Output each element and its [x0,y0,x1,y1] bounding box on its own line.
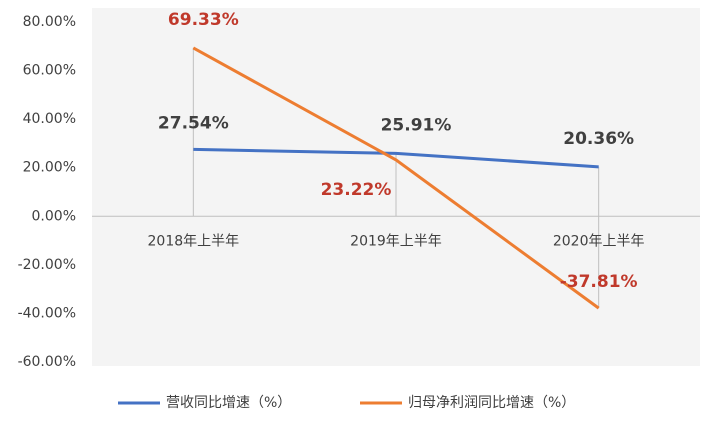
data-label: 69.33% [168,10,239,30]
legend-label: 归母净利润同比增速（%） [408,394,575,411]
legend-label: 营收同比增速（%） [166,395,291,411]
data-label: -37.81% [560,272,638,292]
series-line [192,46,600,310]
y-tick-label: 0.00% [32,208,76,224]
series-line [193,147,599,169]
y-tick-label: -60.00% [18,354,76,370]
data-label: 23.22% [321,180,392,200]
x-tick-label: 2020年上半年 [553,233,645,249]
y-tick-label: 60.00% [23,63,76,79]
data-label: 25.91% [381,115,452,135]
y-tick-label: 20.00% [23,160,76,176]
y-tick-label: 80.00% [23,14,76,30]
x-tick-label: 2019年上半年 [350,233,442,249]
data-label: 27.54% [158,113,229,133]
data-label: 20.36% [563,129,634,149]
y-tick-label: -40.00% [18,305,76,321]
y-tick-label: 40.00% [23,111,76,127]
x-tick-label: 2018年上半年 [148,233,240,249]
y-tick-label: -20.00% [18,257,76,273]
